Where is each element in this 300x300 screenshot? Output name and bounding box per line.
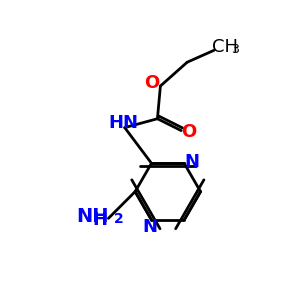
Text: 3: 3 [231, 43, 239, 56]
Text: NH: NH [76, 207, 109, 226]
Text: HN: HN [108, 114, 138, 132]
Text: O: O [144, 74, 159, 92]
Text: CH: CH [212, 38, 238, 56]
Text: N: N [184, 153, 199, 171]
Text: H: H [92, 211, 107, 229]
Text: N: N [142, 218, 158, 236]
Text: O: O [181, 123, 196, 141]
Text: 2: 2 [114, 212, 124, 226]
